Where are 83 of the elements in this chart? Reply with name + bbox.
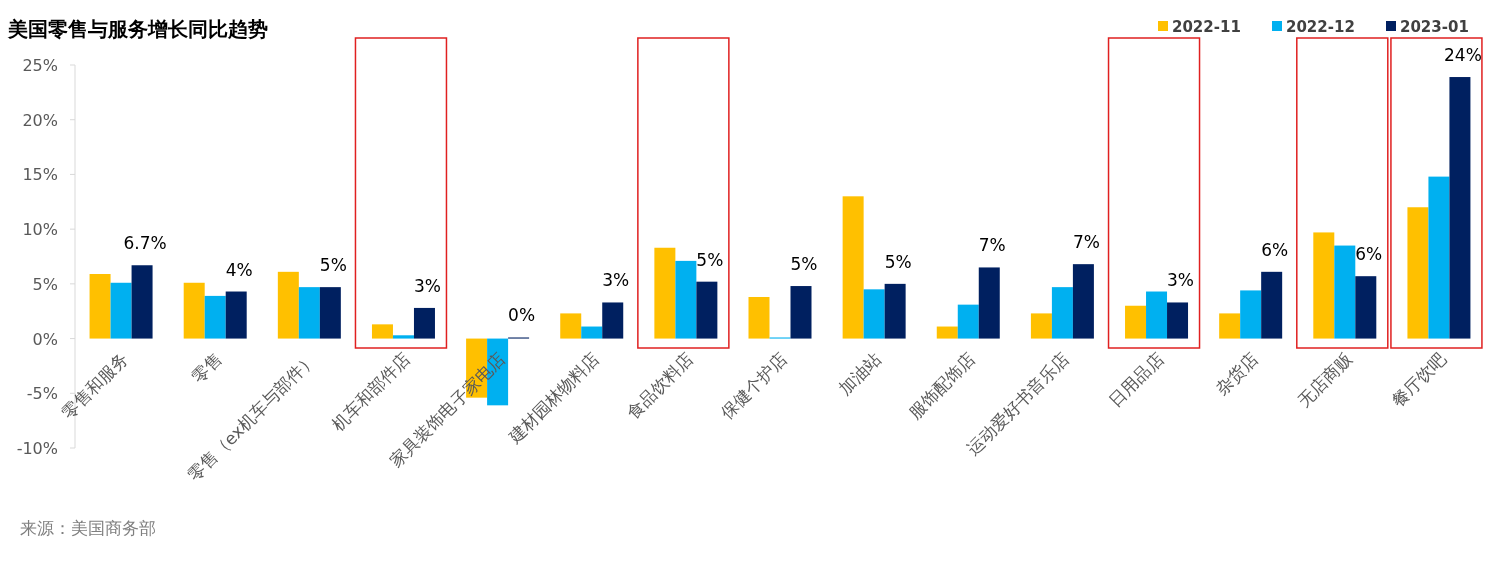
bar — [110, 282, 132, 339]
chart-title: 美国零售与服务增长同比趋势 — [7, 17, 268, 41]
bar — [790, 286, 812, 339]
x-tick-label: 机车和部件店 — [328, 348, 415, 435]
bar — [371, 324, 393, 339]
bar — [1334, 245, 1356, 339]
x-tick-label: 加油站 — [834, 348, 885, 399]
x-tick-label: 零售和服务 — [57, 348, 132, 423]
bar — [1449, 77, 1471, 339]
legend-label: 2022-12 — [1286, 18, 1355, 36]
x-tick-label: 保健个护店 — [716, 348, 791, 423]
x-tick-label: 食品饮料店 — [622, 348, 697, 423]
data-label: 5% — [790, 254, 818, 275]
bar — [602, 302, 624, 339]
x-tick-label: 日用品店 — [1105, 348, 1168, 411]
bar — [1146, 291, 1168, 339]
bar — [1030, 313, 1052, 339]
y-tick-label: -10% — [16, 439, 58, 458]
data-label: 6.7% — [123, 233, 167, 254]
data-label: 7% — [1072, 232, 1100, 253]
bar — [1428, 176, 1450, 339]
bar — [204, 295, 226, 339]
bar — [1072, 264, 1094, 339]
bar — [1051, 287, 1073, 339]
legend-label: 2023-01 — [1400, 18, 1469, 36]
bar — [884, 283, 906, 339]
bar — [225, 291, 247, 339]
x-tick-label: 杂货店 — [1211, 348, 1262, 399]
bar — [748, 296, 770, 339]
data-label: 5% — [884, 251, 912, 272]
bar — [978, 267, 1000, 339]
x-tick-label: 零售 — [187, 348, 227, 387]
bar — [1240, 290, 1262, 339]
bar — [696, 281, 718, 339]
data-label: 4% — [225, 259, 253, 280]
bar — [1355, 276, 1377, 339]
bar — [863, 289, 885, 339]
y-tick-label: 0% — [32, 329, 58, 349]
legend-item: 2023-01 — [1386, 18, 1469, 36]
source-note: 来源：美国商务部 — [20, 518, 156, 538]
bar — [277, 271, 299, 339]
bar — [89, 274, 111, 339]
x-tick-label: 服饰配饰店 — [904, 348, 980, 423]
legend-item: 2022-12 — [1272, 18, 1355, 36]
bar — [413, 307, 435, 339]
bar — [1407, 207, 1429, 339]
bar — [581, 326, 603, 339]
legend-label: 2022-11 — [1172, 18, 1241, 36]
bar — [675, 260, 697, 339]
legend-item: 2022-11 — [1158, 18, 1241, 36]
bar — [183, 282, 205, 339]
y-tick-label: 20% — [22, 110, 58, 130]
bar — [1313, 232, 1335, 339]
data-label: 5% — [696, 249, 724, 270]
bar — [1167, 302, 1189, 339]
bar — [957, 304, 979, 339]
bar — [319, 287, 341, 339]
bar — [1125, 305, 1147, 339]
data-label: 7% — [978, 235, 1006, 256]
data-label: 3% — [1167, 270, 1195, 291]
data-label: 6% — [1355, 244, 1383, 265]
data-label: 3% — [413, 275, 441, 296]
data-label: 24% — [1444, 45, 1482, 66]
y-tick-label: 25% — [22, 56, 58, 75]
data-label: 5% — [319, 255, 347, 276]
x-tick-label: 无店商贩 — [1293, 348, 1356, 411]
bar — [842, 196, 864, 339]
y-tick-label: -5% — [26, 384, 58, 404]
bar — [392, 335, 414, 339]
bar — [560, 313, 582, 339]
bar — [654, 247, 676, 339]
bar — [1261, 271, 1283, 339]
data-label: 0% — [508, 305, 536, 326]
data-label: 6% — [1261, 239, 1289, 260]
bar — [298, 287, 320, 339]
y-tick-label: 10% — [22, 220, 58, 240]
bar — [1219, 313, 1241, 339]
x-tick-label: 餐厅饮吧 — [1387, 348, 1450, 411]
bar — [936, 326, 958, 339]
bar — [131, 265, 153, 339]
data-label: 3% — [602, 270, 630, 291]
y-tick-label: 15% — [22, 165, 58, 185]
y-tick-label: 5% — [32, 274, 58, 294]
